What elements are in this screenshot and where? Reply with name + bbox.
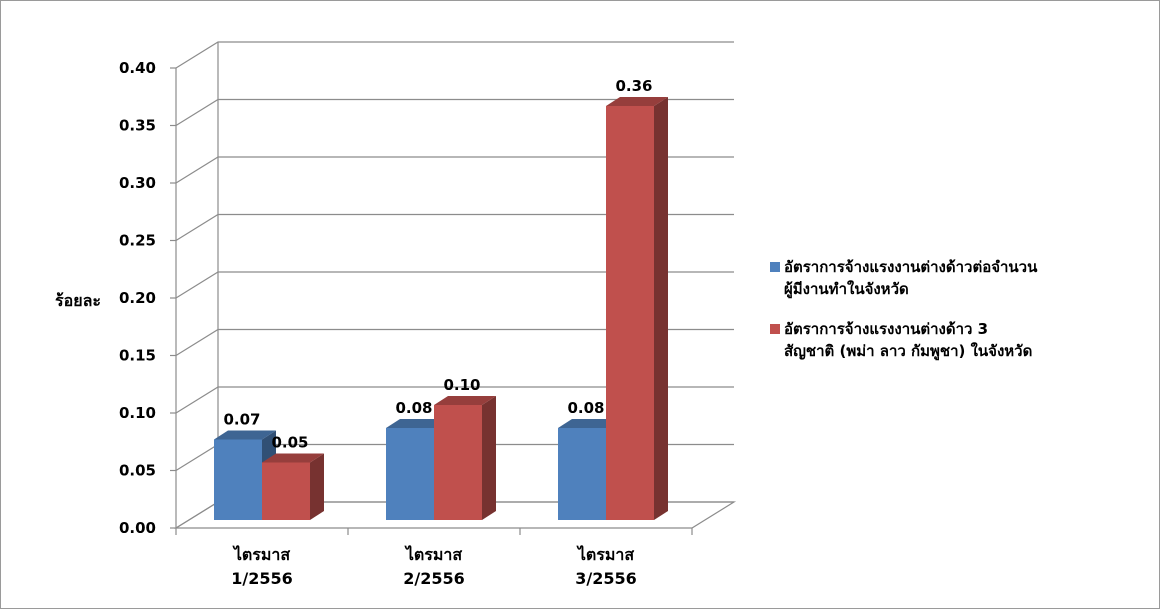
x-tick-label: ไตรมาส 2/2556: [403, 545, 465, 588]
legend-label-line: สัญชาติ (พม่า ลาว กัมพูชา) ในจังหวัด: [784, 342, 1032, 361]
data-label: 0.07: [223, 411, 260, 429]
bar: [558, 428, 606, 520]
y-axis-title: ร้อยละ: [55, 291, 101, 310]
bar: [434, 405, 482, 520]
y-tick-label: 0.35: [119, 117, 156, 135]
bar-top: [606, 97, 668, 106]
bar: [262, 462, 310, 520]
data-label: 0.08: [395, 399, 432, 417]
x-tick-label-line: ไตรมาส: [232, 545, 291, 564]
bar-top: [434, 396, 496, 405]
legend: อัตราการจ้างแรงงานต่างด้าวต่อจำนวนผู้มีง…: [770, 258, 1038, 361]
bar-side: [310, 453, 324, 520]
bar: [214, 439, 262, 520]
bar: [606, 106, 654, 520]
legend-label-line: อัตราการจ้างแรงงานต่างด้าวต่อจำนวน: [784, 258, 1038, 276]
data-label: 0.05: [271, 434, 308, 452]
y-tick-label: 0.00: [119, 519, 156, 537]
bar-side: [482, 396, 496, 520]
y-tick-label: 0.20: [119, 289, 156, 307]
y-tick-label: 0.25: [119, 232, 156, 250]
y-tick-label: 0.30: [119, 174, 156, 192]
legend-label-line: อัตราการจ้างแรงงานต่างด้าว 3: [784, 320, 988, 338]
bar-top: [386, 419, 448, 428]
y-tick-label: 0.10: [119, 404, 156, 422]
legend-swatch: [770, 262, 780, 272]
bar-side: [654, 97, 668, 520]
bar-top: [214, 430, 276, 440]
y-tick-label: 0.40: [119, 59, 156, 77]
x-tick-label-line: 1/2556: [231, 569, 293, 588]
y-tick-label: 0.05: [119, 462, 156, 480]
legend-label: อัตราการจ้างแรงงานต่างด้าวต่อจำนวนผู้มีง…: [784, 258, 1038, 299]
legend-label: อัตราการจ้างแรงงานต่างด้าว 3 สัญชาติ (พม่…: [784, 320, 1032, 361]
bar-top: [558, 419, 620, 428]
x-tick-label: ไตรมาส 1/2556: [231, 545, 293, 588]
bar-top: [262, 453, 324, 463]
y-tick-label: 0.15: [119, 347, 156, 365]
legend-swatch: [770, 324, 780, 334]
legend-label-line: ผู้มีงานทำในจังหวัด: [784, 280, 909, 299]
x-tick-label-line: ไตรมาส: [576, 545, 635, 564]
bar-layer: [214, 97, 668, 520]
label-layer: 0.00 0.05 0.10 0.15 0.20 0.25 0.30 0.35 0.40 ไตรม…: [55, 59, 653, 588]
x-tick-label-line: 3/2556: [575, 569, 637, 588]
data-label: 0.10: [443, 376, 480, 394]
data-label: 0.36: [615, 77, 652, 95]
x-tick-label-line: ไตรมาส: [404, 545, 463, 564]
axis-layer: [170, 42, 737, 535]
x-tick-label: ไตรมาส 3/2556: [575, 545, 637, 588]
data-label: 0.08: [567, 399, 604, 417]
bar: [386, 428, 434, 520]
x-tick-label-line: 2/2556: [403, 569, 465, 588]
